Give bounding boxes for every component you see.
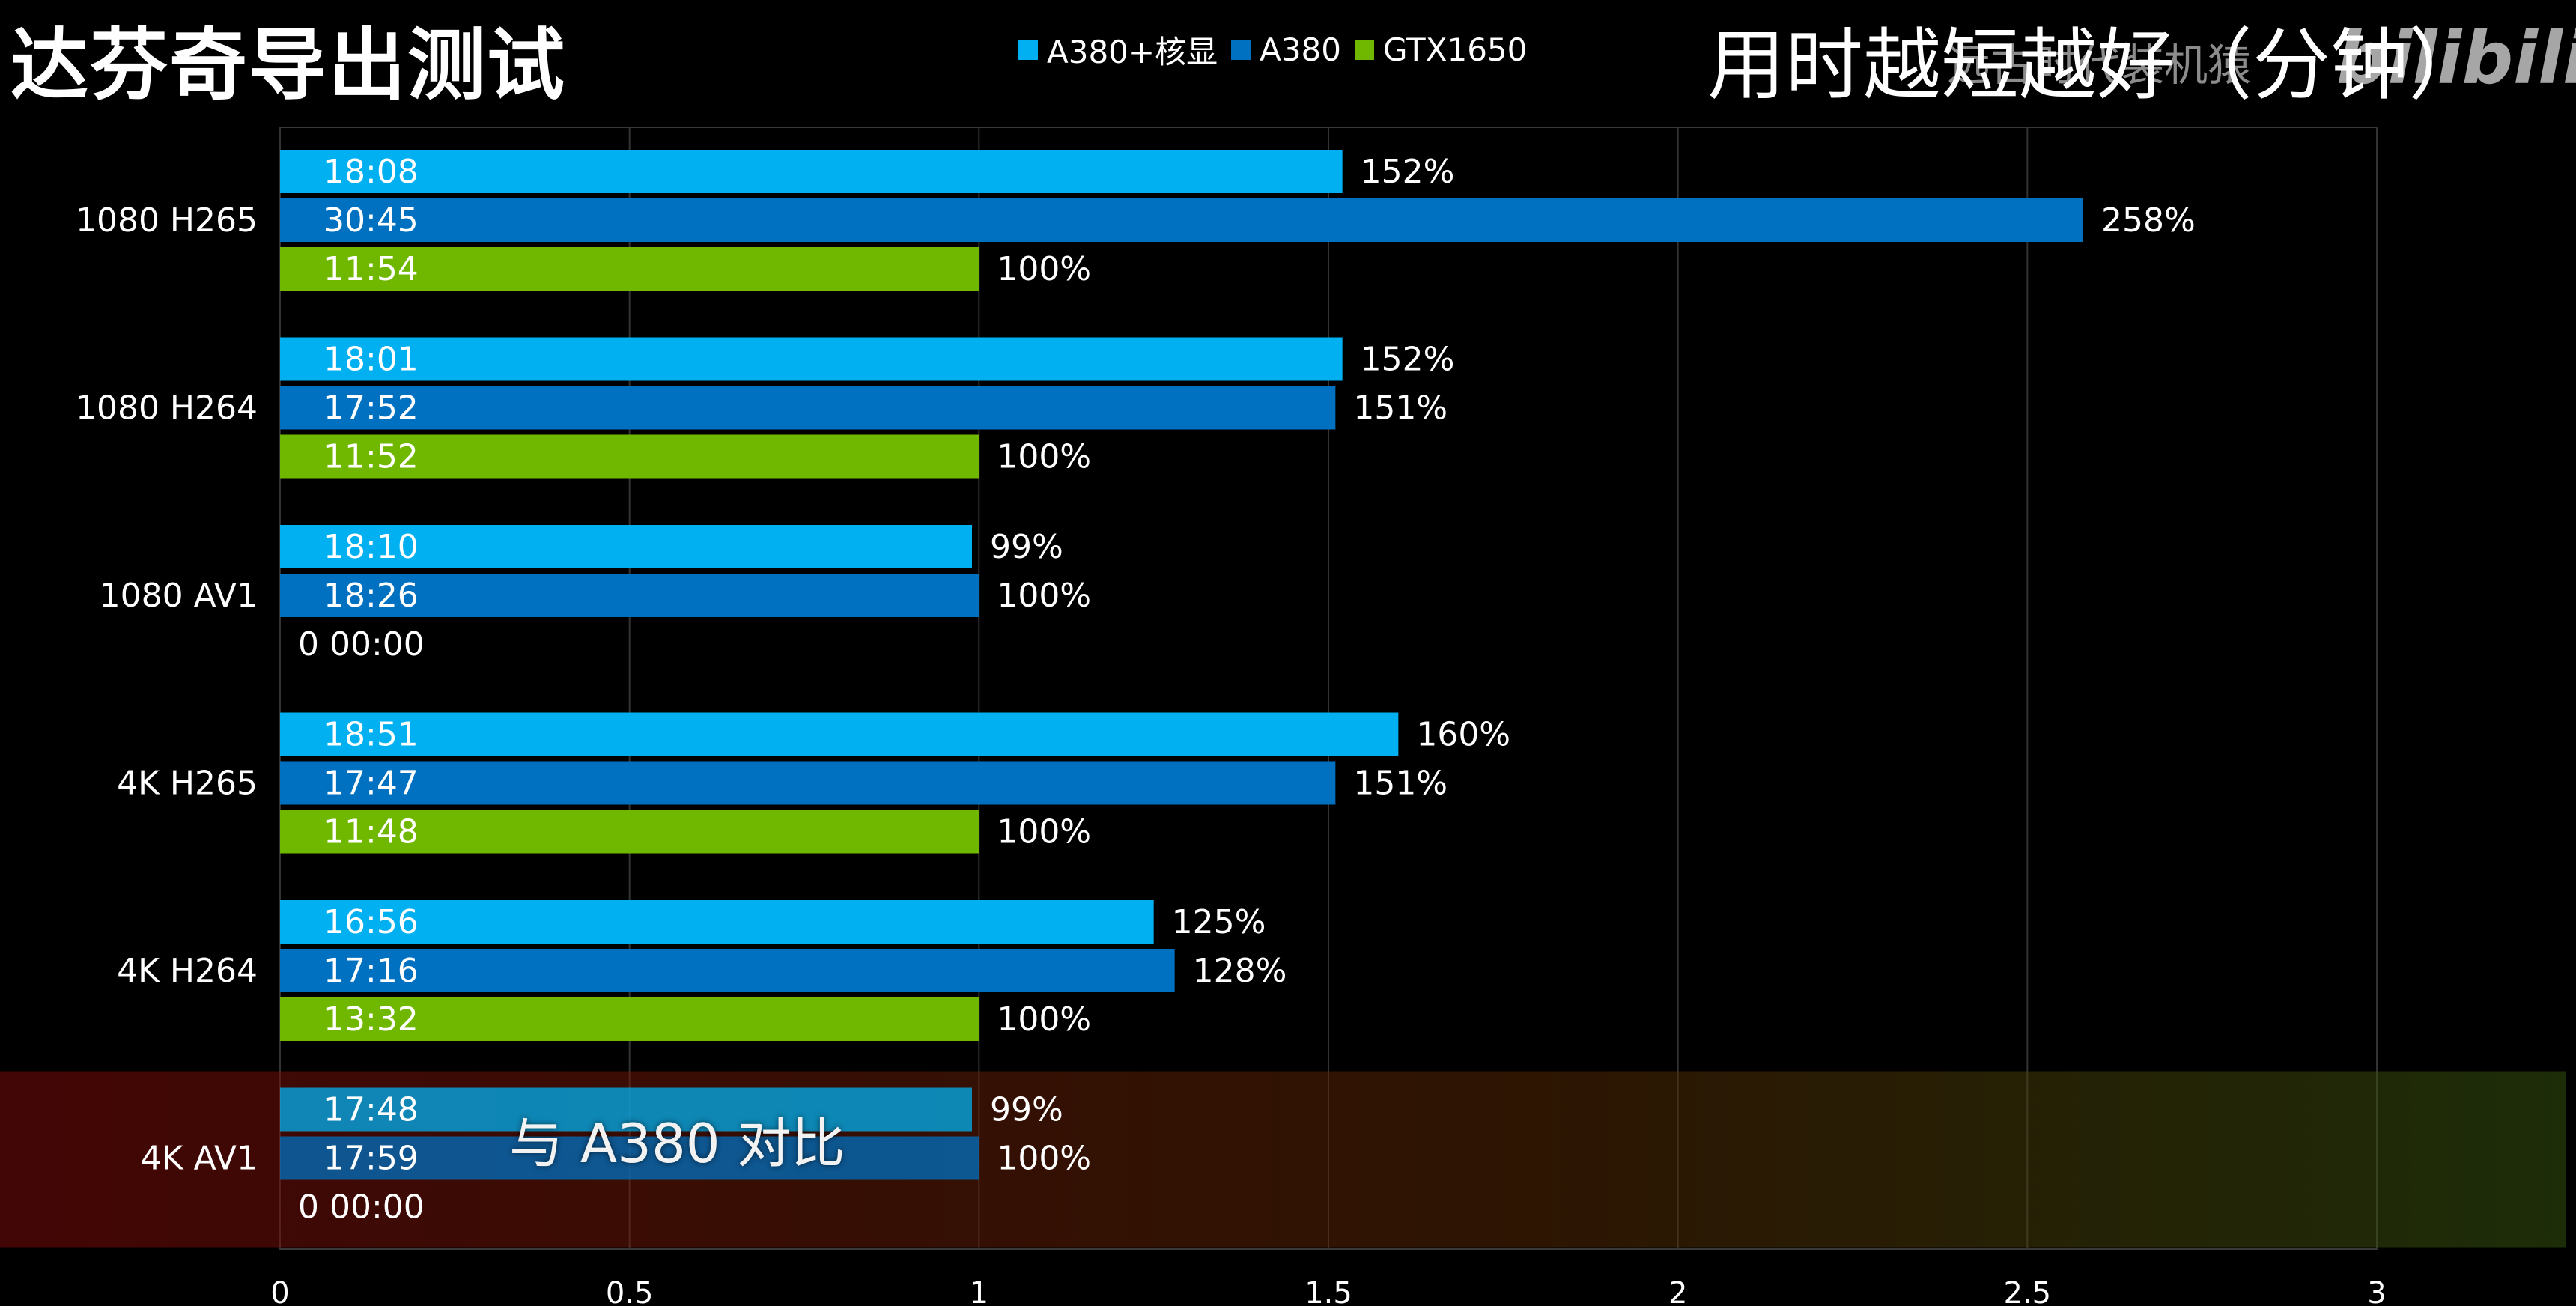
bilibili-logo: bilibili bbox=[2336, 16, 2576, 100]
bar bbox=[280, 949, 1175, 992]
bar-percent-label: 128% bbox=[1193, 952, 1287, 990]
bar-percent-label: 152% bbox=[1361, 341, 1455, 379]
bar-time-label: 16:56 bbox=[323, 903, 419, 941]
y-category-label: 1080 H265 bbox=[76, 201, 258, 240]
x-tick-label: 1.5 bbox=[1304, 1276, 1352, 1306]
chart-title: 达芬奇导出测试 bbox=[10, 19, 567, 111]
bar-percent-label: 151% bbox=[1353, 389, 1448, 428]
bar-time-label: 0 00:00 bbox=[298, 1188, 425, 1227]
bar-percent-label: 100% bbox=[997, 577, 1091, 615]
x-tick-label: 1 bbox=[970, 1276, 988, 1306]
bar bbox=[280, 150, 1343, 193]
y-category-label: 4K H265 bbox=[117, 765, 258, 803]
bar bbox=[280, 810, 979, 854]
x-tick-label: 0 bbox=[270, 1276, 289, 1306]
bar-time-label: 17:16 bbox=[323, 952, 419, 990]
legend-label: A380 bbox=[1260, 31, 1341, 68]
legend-swatch bbox=[1018, 40, 1038, 60]
bar-time-label: 18:51 bbox=[323, 716, 419, 754]
bar-time-label: 17:48 bbox=[323, 1091, 419, 1129]
bar-time-label: 11:54 bbox=[323, 250, 419, 288]
legend-item-gtx1650: GTX1650 bbox=[1355, 31, 1527, 68]
bar-percent-label: 100% bbox=[997, 250, 1091, 288]
bar-time-label: 17:59 bbox=[323, 1140, 419, 1178]
bar-percent-label: 100% bbox=[997, 438, 1091, 476]
bar-time-label: 17:47 bbox=[323, 765, 419, 803]
bar-percent-label: 100% bbox=[997, 1140, 1091, 1178]
bar bbox=[280, 247, 979, 291]
bars bbox=[280, 150, 2083, 1180]
legend-item-a380-igpu: A380+核显 bbox=[1018, 27, 1218, 73]
bar bbox=[280, 574, 979, 617]
legend-swatch bbox=[1355, 40, 1374, 60]
bar-percent-label: 160% bbox=[1416, 716, 1510, 754]
x-tick-label: 0.5 bbox=[606, 1276, 654, 1306]
legend-item-a380: A380 bbox=[1231, 31, 1341, 68]
watermark-text: 远古时代装机猿 bbox=[1947, 40, 2252, 91]
bar-percent-label: 152% bbox=[1361, 153, 1455, 191]
legend: A380+核显 A380 GTX1650 bbox=[1018, 27, 1540, 73]
bar bbox=[280, 761, 1336, 805]
bar bbox=[280, 1136, 979, 1180]
bar-percent-label: 125% bbox=[1172, 903, 1266, 941]
x-tick-label: 2 bbox=[1668, 1276, 1687, 1306]
bar-time-label: 17:52 bbox=[323, 389, 419, 428]
bar-labels: 18:08 152% 18:01 152% 18:10 99% 18:51 160% 16:56… bbox=[298, 153, 2196, 1227]
y-category-label: 1080 H264 bbox=[76, 389, 258, 428]
chart-subtitle: 用时越短越好（分钟） bbox=[1707, 19, 2487, 111]
bar bbox=[280, 386, 1336, 430]
bar-time-label: 0 00:00 bbox=[298, 625, 425, 663]
bar-percent-label: 100% bbox=[997, 1000, 1091, 1039]
axes: 0 0.5 1 1.5 2 2.5 3 1080 H265 1080 H264 1080 AV1 4… bbox=[76, 201, 2387, 1306]
bar-time-label: 11:48 bbox=[323, 813, 419, 851]
bar-percent-label: 100% bbox=[997, 813, 1091, 851]
bar-percent-label: 99% bbox=[990, 528, 1063, 566]
bar-time-label: 13:32 bbox=[323, 1000, 419, 1039]
subtitle-caption: 与 A380 对比 bbox=[509, 1112, 845, 1175]
bar bbox=[280, 525, 972, 568]
bar-time-label: 18:08 bbox=[323, 153, 419, 191]
bar bbox=[280, 1087, 972, 1132]
bar-time-label: 18:10 bbox=[323, 528, 419, 566]
bar-time-label: 30:45 bbox=[323, 201, 419, 240]
bar-percent-label: 99% bbox=[990, 1091, 1063, 1129]
bar-time-label: 11:52 bbox=[323, 438, 419, 476]
y-category-label: 1080 AV1 bbox=[100, 577, 258, 615]
bar bbox=[280, 712, 1399, 756]
grid-lines bbox=[279, 127, 2378, 1250]
x-tick-label: 2.5 bbox=[2004, 1276, 2052, 1306]
bar bbox=[280, 900, 1154, 944]
bar-time-label: 18:01 bbox=[323, 341, 419, 379]
legend-label: A380+核显 bbox=[1047, 34, 1218, 70]
bar-percent-label: 151% bbox=[1353, 765, 1448, 803]
y-category-label: 4K H264 bbox=[117, 952, 258, 990]
legend-label: GTX1650 bbox=[1383, 31, 1528, 68]
bar-time-label: 18:26 bbox=[323, 577, 419, 615]
bar bbox=[280, 434, 979, 479]
y-category-label: 4K AV1 bbox=[141, 1140, 258, 1178]
bar-percent-label: 258% bbox=[2101, 201, 2196, 240]
x-tick-label: 3 bbox=[2367, 1276, 2386, 1306]
bar bbox=[280, 198, 2083, 242]
bar bbox=[280, 337, 1343, 381]
legend-swatch bbox=[1231, 40, 1251, 60]
bar bbox=[280, 997, 979, 1041]
